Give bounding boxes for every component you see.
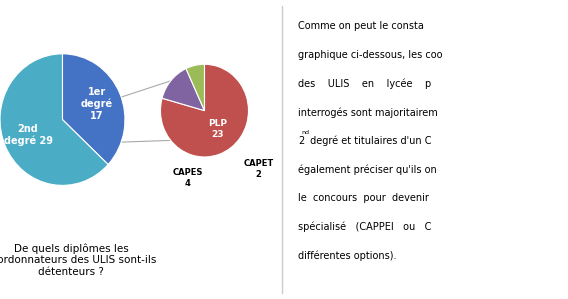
Text: PLP
23: PLP 23 [208,119,227,139]
Wedge shape [0,54,108,185]
Text: 2: 2 [298,136,304,146]
Text: CAPES
4: CAPES 4 [172,168,203,187]
Text: degré et titulaires d'un C: degré et titulaires d'un C [307,136,432,146]
Text: 1er
degré
17: 1er degré 17 [81,87,113,121]
Text: nd: nd [302,130,310,135]
Text: spécialisé   (CAPPEI   ou   C: spécialisé (CAPPEI ou C [298,222,432,232]
Text: interrogés sont majoritairem: interrogés sont majoritairem [298,107,438,118]
Text: graphique ci-dessous, les coo: graphique ci-dessous, les coo [298,50,442,60]
Text: différentes options).: différentes options). [298,251,396,261]
Text: 2nd
degré 29: 2nd degré 29 [3,124,53,147]
Text: des    ULIS    en    lycée    p: des ULIS en lycée p [298,78,431,89]
Text: CAPET
2: CAPET 2 [243,159,274,179]
Wedge shape [162,68,204,111]
Text: également préciser qu'ils on: également préciser qu'ils on [298,164,437,175]
Text: De quels diplômes les
coordonnateurs des ULIS sont-ils
détenteurs ?: De quels diplômes les coordonnateurs des… [0,243,157,277]
Wedge shape [62,54,125,164]
Text: Comme on peut le consta: Comme on peut le consta [298,21,424,31]
Wedge shape [161,64,248,157]
Text: le  concours  pour  devenir: le concours pour devenir [298,193,429,203]
Wedge shape [186,64,204,111]
